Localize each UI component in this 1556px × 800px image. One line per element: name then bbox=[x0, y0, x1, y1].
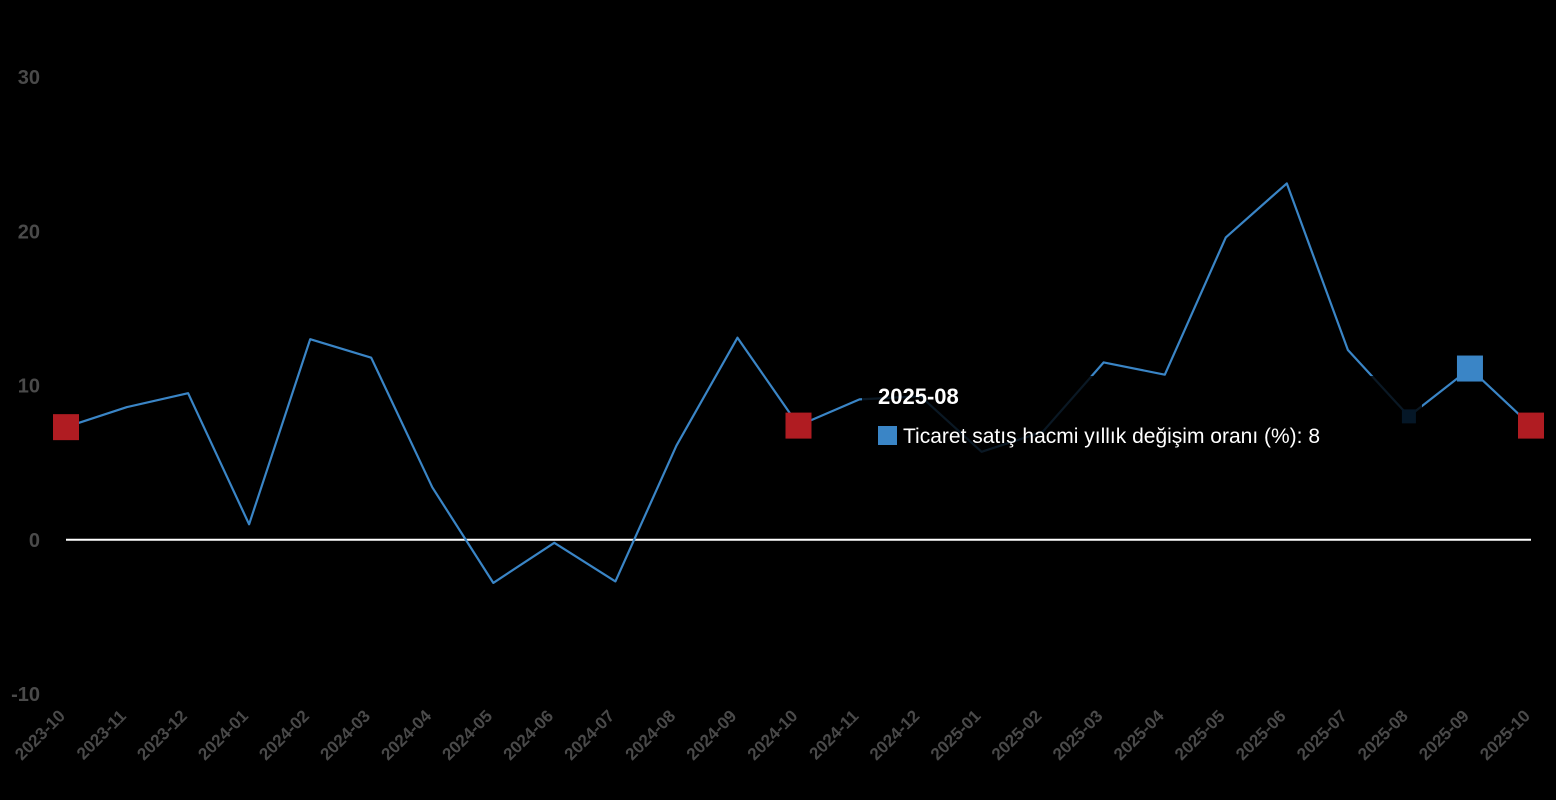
x-tick-label: 2024-01 bbox=[194, 706, 252, 764]
y-tick-label: 10 bbox=[18, 376, 40, 398]
y-axis-ticks: -10 0 10 20 30 bbox=[11, 67, 40, 706]
hovered-point-marker[interactable] bbox=[1401, 409, 1416, 424]
x-tick-label: 2025-05 bbox=[1171, 706, 1229, 764]
x-tick-label: 2025-08 bbox=[1354, 706, 1412, 764]
x-tick-label: 2024-06 bbox=[500, 706, 558, 764]
highlight-point-marker[interactable] bbox=[1518, 412, 1544, 439]
x-tick-label: 2024-08 bbox=[622, 706, 680, 764]
x-tick-label: 2025-06 bbox=[1232, 706, 1290, 764]
y-tick-label: 30 bbox=[18, 67, 40, 89]
x-tick-label: 2024-05 bbox=[439, 706, 497, 764]
y-tick-label: 20 bbox=[18, 221, 40, 243]
highlight-point-marker[interactable] bbox=[53, 414, 79, 441]
x-tick-label: 2024-03 bbox=[316, 706, 374, 764]
x-tick-label: 2024-02 bbox=[255, 706, 313, 764]
y-tick-label: -10 bbox=[11, 684, 40, 706]
x-tick-label: 2025-02 bbox=[988, 706, 1046, 764]
x-tick-label: 2023-10 bbox=[11, 706, 69, 764]
x-tick-label: 2025-09 bbox=[1415, 706, 1473, 764]
x-tick-label: 2024-09 bbox=[683, 706, 741, 764]
x-tick-label: 2024-04 bbox=[378, 706, 436, 764]
x-tick-label: 2024-07 bbox=[561, 706, 619, 764]
x-tick-label: 2024-12 bbox=[866, 706, 924, 764]
x-tick-label: 2023-11 bbox=[73, 706, 130, 763]
x-tick-label: 2024-11 bbox=[805, 706, 862, 763]
y-tick-label: 0 bbox=[29, 530, 40, 552]
x-tick-label: 2025-07 bbox=[1293, 706, 1351, 764]
x-tick-label: 2023-12 bbox=[133, 706, 191, 764]
x-tick-label: 2025-04 bbox=[1110, 706, 1168, 764]
series-line bbox=[65, 182, 1532, 585]
x-tick-label: 2024-10 bbox=[744, 706, 802, 764]
x-tick-label: 2025-01 bbox=[927, 706, 985, 764]
x-axis-ticks: 2023-10 2023-11 2023-12 2024-01 2024-02 2024-… bbox=[11, 706, 1534, 764]
point-marker[interactable] bbox=[1456, 355, 1483, 382]
x-tick-label: 2025-10 bbox=[1476, 706, 1534, 764]
highlight-point-marker[interactable] bbox=[785, 412, 812, 439]
x-tick-label: 2025-03 bbox=[1049, 706, 1107, 764]
data-point-markers[interactable] bbox=[53, 355, 1544, 441]
